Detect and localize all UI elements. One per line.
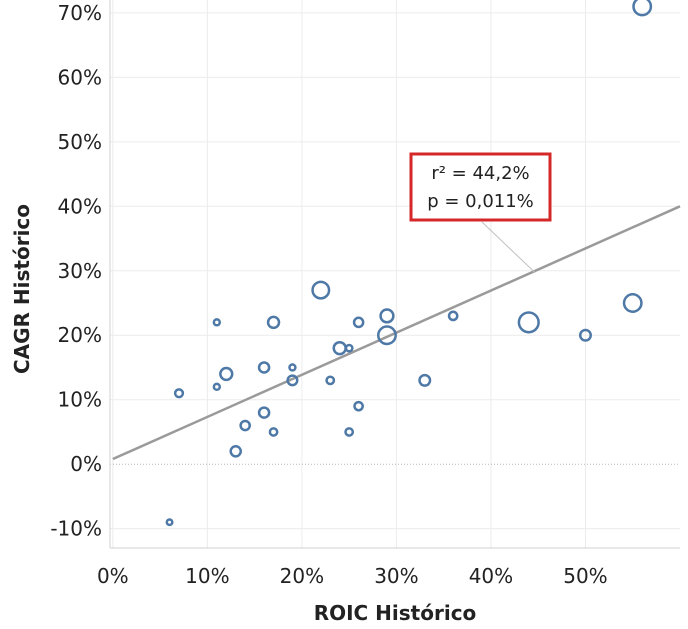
data-point: [212, 382, 222, 392]
annotation-layer: r² = 44,2% p = 0,011%: [409, 152, 552, 274]
data-point: [268, 427, 279, 437]
data-point: [165, 518, 174, 527]
data-point: [632, 0, 653, 17]
y-tick-label: -10%: [50, 517, 102, 541]
data-point: [239, 419, 251, 432]
data-point: [578, 328, 592, 342]
x-tick-label: 0%: [97, 564, 129, 588]
x-tick-label: 30%: [374, 564, 418, 588]
data-point: [266, 315, 281, 330]
x-tick-label: 20%: [280, 564, 324, 588]
data-point: [344, 427, 355, 437]
data-point: [311, 280, 331, 300]
y-axis-title: CAGR Histórico: [10, 204, 34, 374]
y-tick-label: 60%: [58, 65, 102, 89]
y-tick-label: 40%: [58, 194, 102, 218]
y-tick-label: 10%: [58, 388, 102, 412]
annotation-leader-line: [481, 221, 536, 274]
annotation-r2-label: r² = 44,2%: [431, 163, 529, 184]
data-point: [286, 374, 299, 387]
y-tick-label: 70%: [58, 1, 102, 25]
data-point: [173, 388, 185, 399]
x-axis-title: ROIC Histórico: [314, 601, 477, 625]
annotation-box: [409, 152, 552, 222]
data-point: [377, 325, 397, 346]
data-point: [379, 308, 395, 324]
axes-layer: 0% 10% 20% 30% 40% 50% -10% 0% 10% 20% 30% 40% 50% 60…: [50, 0, 680, 588]
data-point: [352, 316, 365, 329]
data-point: [344, 343, 354, 353]
data-point: [517, 311, 540, 334]
points-layer: [165, 0, 653, 527]
y-tick-label: 50%: [58, 130, 102, 154]
x-tick-label: 50%: [563, 564, 607, 588]
annotation-p-label: p = 0,011%: [427, 191, 534, 212]
x-tick-label: 10%: [185, 564, 229, 588]
data-point: [447, 310, 459, 322]
data-point: [212, 318, 222, 327]
y-tick-label: 30%: [58, 259, 102, 283]
data-point: [353, 400, 364, 412]
grid-layer: [110, 0, 680, 548]
data-point: [257, 406, 271, 419]
data-point: [219, 366, 234, 382]
data-point: [229, 445, 242, 458]
y-tick-label: 0%: [70, 452, 102, 476]
data-point: [325, 375, 336, 386]
x-tick-label: 40%: [469, 564, 513, 588]
data-point: [418, 373, 432, 387]
data-point: [332, 340, 347, 356]
data-point: [622, 293, 643, 313]
data-point: [257, 361, 271, 374]
data-point: [288, 363, 297, 372]
y-tick-label: 20%: [58, 323, 102, 347]
